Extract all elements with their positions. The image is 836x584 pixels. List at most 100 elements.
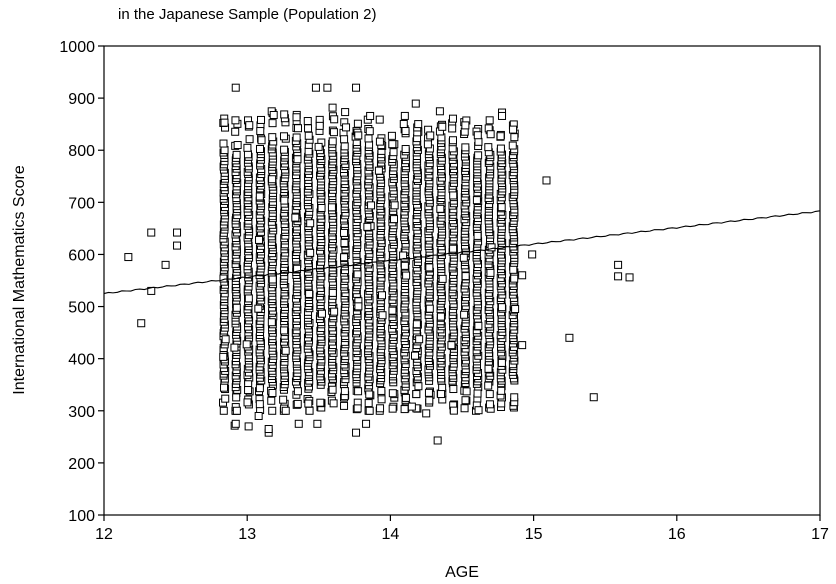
data-point <box>389 148 398 157</box>
data-point <box>401 127 410 136</box>
data-point <box>364 134 373 143</box>
data-point <box>254 304 263 313</box>
data-point <box>219 406 228 415</box>
data-point <box>292 113 301 122</box>
data-point <box>390 201 399 210</box>
data-point <box>461 396 470 405</box>
data-point <box>245 135 254 144</box>
data-point <box>243 150 252 159</box>
data-point <box>365 127 374 136</box>
outlier-point <box>528 250 537 259</box>
data-point <box>474 137 483 146</box>
data-point <box>473 131 482 140</box>
data-point <box>281 406 290 415</box>
outlier-point <box>137 319 146 328</box>
data-point <box>245 121 254 130</box>
outlier-point <box>518 271 527 280</box>
data-point <box>340 239 349 248</box>
y-tick-label-900: 900 <box>68 91 95 108</box>
data-point <box>435 107 444 116</box>
data-point <box>364 399 373 408</box>
data-point <box>293 387 302 396</box>
data-point <box>460 404 469 413</box>
data-point <box>496 144 505 153</box>
data-point <box>388 389 397 398</box>
outlier-point <box>614 272 623 281</box>
data-point <box>474 406 483 415</box>
x-axis-title: AGE <box>445 564 479 581</box>
outlier-point <box>625 273 634 282</box>
y-axis-title: International Mathematics Score <box>11 165 28 395</box>
data-point <box>232 406 241 415</box>
data-point <box>219 139 228 148</box>
x-tick-label-12: 12 <box>95 526 113 543</box>
data-point <box>232 150 241 159</box>
data-point <box>342 123 351 132</box>
data-point <box>304 131 313 140</box>
data-point <box>412 320 421 329</box>
data-point <box>268 389 277 398</box>
data-point <box>400 111 409 120</box>
data-point <box>219 352 228 361</box>
data-point <box>497 386 506 395</box>
outlier-point <box>244 422 253 431</box>
data-point <box>244 386 253 395</box>
data-point <box>280 196 289 205</box>
data-point <box>294 124 303 133</box>
data-point <box>341 108 350 117</box>
data-point <box>279 132 288 141</box>
data-point <box>340 228 349 237</box>
data-point <box>340 253 349 262</box>
data-point <box>279 395 288 404</box>
data-point <box>497 358 506 367</box>
y-tick-label-200: 200 <box>68 456 95 473</box>
data-point <box>449 385 458 394</box>
data-point <box>485 116 494 125</box>
data-point <box>375 137 384 146</box>
outlier-point <box>124 253 133 262</box>
data-point <box>388 306 397 315</box>
data-point <box>411 99 420 108</box>
data-point <box>243 143 252 152</box>
data-point <box>268 275 277 284</box>
data-point <box>509 125 518 134</box>
data-point <box>498 111 507 120</box>
outlier-point <box>565 333 574 342</box>
data-point <box>327 203 336 212</box>
outlier-point <box>433 436 442 445</box>
data-point <box>377 395 386 404</box>
data-point <box>354 302 363 311</box>
data-point <box>510 393 519 402</box>
data-point <box>472 196 481 205</box>
outlier-point <box>231 419 240 428</box>
data-point <box>303 117 312 126</box>
data-point <box>461 121 470 130</box>
data-point <box>305 289 314 298</box>
outlier-point <box>323 83 332 92</box>
data-point <box>510 133 519 142</box>
data-point <box>378 311 387 320</box>
data-point <box>474 151 483 160</box>
data-point <box>243 398 252 407</box>
data-point <box>402 271 411 280</box>
data-point <box>485 390 494 399</box>
data-point <box>329 128 338 137</box>
data-point <box>267 318 276 327</box>
data-point <box>485 400 494 409</box>
outlier-point <box>407 402 416 411</box>
y-tick-label-600: 600 <box>68 247 95 264</box>
data-point <box>280 145 289 154</box>
y-tick-label-300: 300 <box>68 404 95 421</box>
data-point <box>353 270 362 279</box>
data-point <box>366 111 375 120</box>
data-point <box>484 364 493 373</box>
outlier-point <box>147 228 156 237</box>
data-point <box>354 131 363 140</box>
data-point <box>281 346 290 355</box>
data-point <box>292 133 301 142</box>
data-point <box>388 140 397 149</box>
data-point <box>244 294 253 303</box>
data-point <box>330 307 339 316</box>
data-point <box>390 215 399 224</box>
